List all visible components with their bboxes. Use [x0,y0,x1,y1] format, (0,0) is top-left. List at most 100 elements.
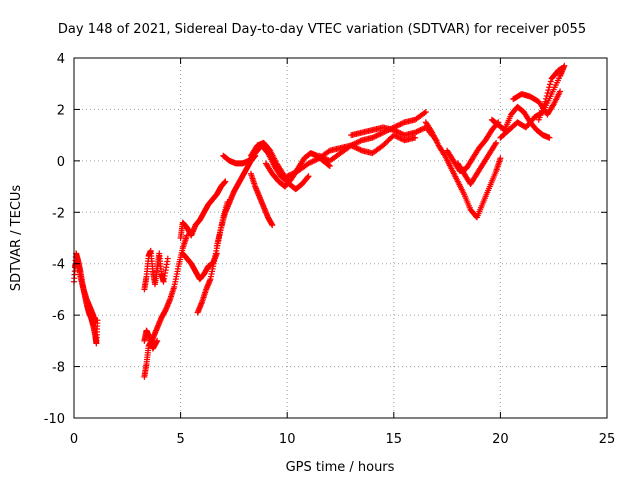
data-point [378,130,385,137]
data-point [421,109,428,116]
data-point [322,155,329,162]
y-tick-label: -6 [52,309,65,324]
data-point [392,127,399,134]
data-point [422,109,429,115]
data-point [284,173,291,180]
data-point [308,159,315,166]
data-point [492,141,499,148]
data-point [393,133,400,140]
y-tick-label: -2 [52,206,65,221]
data-point [413,128,420,135]
data-series [510,88,564,118]
data-series [422,119,504,221]
y-axis-label: SDTVAR / TECUs [9,185,24,292]
data-series [141,327,161,352]
data-point [546,134,553,141]
data-series [535,65,566,123]
y-tick-label: -4 [52,258,65,273]
data-point [373,132,380,139]
data-point [306,159,313,166]
x-tick-label: 5 [176,432,184,447]
data-point [318,154,325,160]
y-tick-label: 2 [57,103,65,118]
data-point [542,95,549,102]
data-point [352,144,359,151]
data-point [557,88,564,95]
data-point [164,255,171,262]
data-point [350,143,357,150]
data-point [543,92,550,99]
data-series [316,132,419,164]
y-tick-label: 0 [57,155,65,170]
x-tick-label: 25 [599,432,616,447]
y-tick-label: -8 [52,361,65,376]
data-point [320,154,327,161]
data-point [309,158,316,165]
data-point [396,121,403,128]
data-point [356,138,363,145]
data-point [290,170,297,177]
data-point [412,129,419,136]
data-point [390,127,397,133]
grid-lines [74,58,607,418]
data-point [316,152,323,159]
data-point [92,319,99,326]
data-point [397,135,404,142]
data-point [400,119,407,126]
data-point [286,172,293,178]
data-point [317,153,324,160]
data-point [369,134,376,141]
data-point [357,146,364,153]
data-series [213,152,259,249]
data-point [390,132,397,139]
data-series [454,139,500,187]
data-series [488,103,553,141]
data-point [376,131,383,138]
data-point [393,123,400,130]
data-point [394,128,401,135]
data-point [416,127,423,134]
data-point [354,145,361,152]
data-point [372,133,379,140]
data-point [285,172,292,179]
y-tick-label: -10 [44,412,65,427]
data-series [348,124,440,144]
data-point [544,90,551,97]
data-point [370,134,377,141]
chart-title: Day 148 of 2021, Sidereal Day-to-day VTE… [58,22,586,37]
data-series [247,170,276,229]
data-point [392,132,399,139]
data-point [305,173,312,180]
data-point [396,129,403,136]
data-point [313,156,320,163]
x-tick-label: 10 [279,432,296,447]
data-point [154,337,161,344]
data-point [546,84,553,91]
data-point [353,145,360,151]
data-point [542,98,549,105]
data-point [398,120,405,127]
x-tick-label: 0 [70,432,78,447]
data-point [374,132,381,139]
data-point [357,137,364,144]
data-series [284,109,429,180]
data-point [398,130,405,137]
data-point [497,155,504,162]
data-point [222,178,229,185]
data-point [397,130,404,137]
y-tick-label: 4 [57,52,65,67]
data-point [397,121,404,128]
data-point [326,163,333,169]
data-point [310,157,317,164]
data-series [141,247,171,293]
data-point [292,169,299,176]
data-point [412,134,419,141]
plot-frame [73,57,608,419]
data-point [417,127,424,133]
data-point [394,122,401,129]
data-point [304,174,311,181]
data-point [348,142,355,149]
data-point [394,134,401,141]
data-point [393,128,400,135]
data-point [377,130,384,137]
